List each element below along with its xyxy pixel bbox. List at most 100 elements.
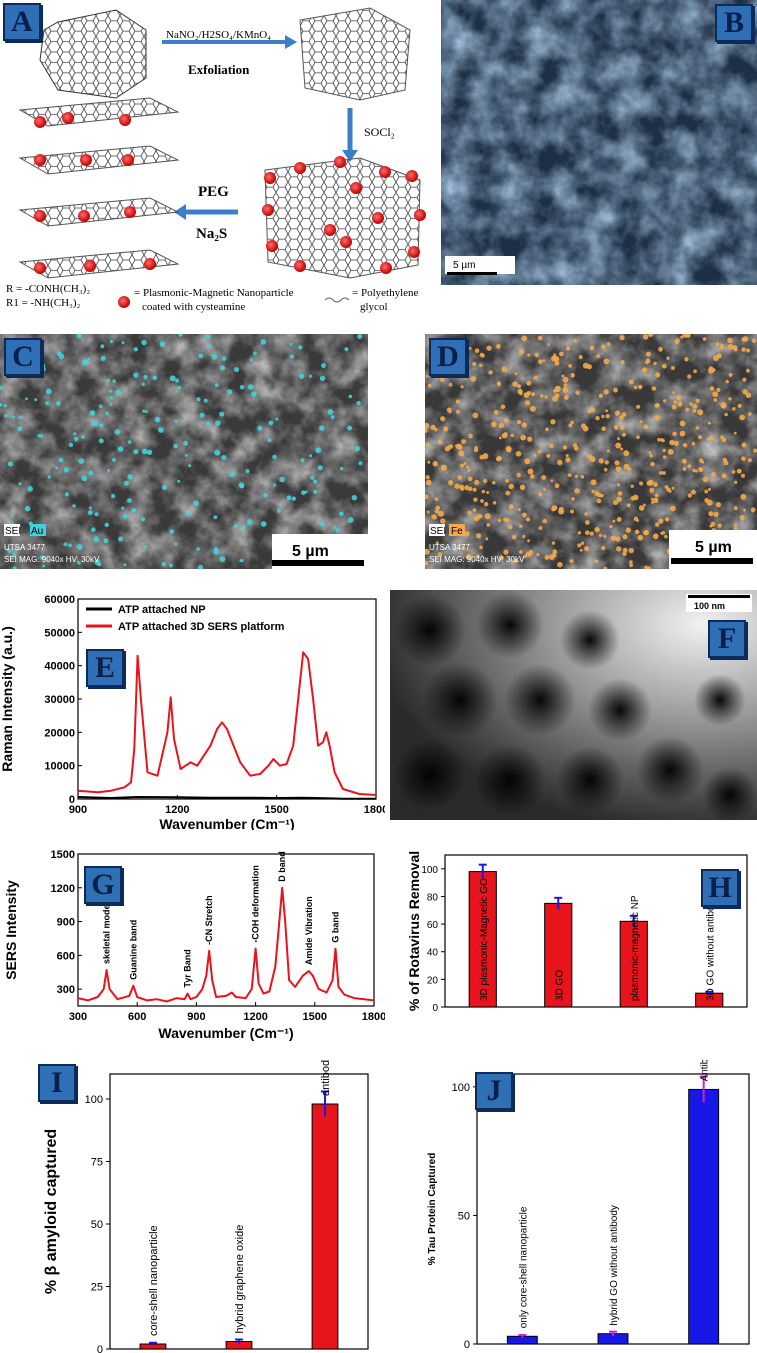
- panel-b-sem: 5 µm B: [441, 0, 757, 285]
- signal-dot: [496, 381, 501, 386]
- signal-dot: [425, 494, 429, 500]
- scalebar-d-text: 5 µm: [695, 539, 732, 556]
- signal-dot: [655, 522, 660, 527]
- signal-dot: [41, 363, 46, 369]
- signal-dot: [598, 533, 603, 538]
- signal-dot: [141, 448, 148, 455]
- signal-dot: [58, 457, 64, 463]
- signal-dot: [174, 419, 178, 423]
- signal-dot: [715, 342, 720, 346]
- signal-dot: [504, 418, 509, 423]
- signal-dot: [131, 508, 137, 514]
- y-tick-label: 100: [421, 865, 438, 876]
- signal-dot: [733, 431, 737, 435]
- signal-dot: [746, 368, 750, 373]
- signal-dot: [72, 504, 76, 508]
- y-tick-label: 50: [458, 1210, 470, 1222]
- signal-dot: [594, 491, 600, 497]
- signal-dot: [308, 374, 312, 378]
- signal-dot: [591, 489, 595, 494]
- panel-label-b: B: [715, 4, 753, 42]
- signal-dot: [568, 364, 572, 368]
- signal-dot: [577, 543, 582, 548]
- signal-dot: [747, 458, 752, 463]
- signal-dot: [589, 531, 594, 536]
- signal-dot: [722, 457, 728, 463]
- signal-dot: [90, 527, 96, 533]
- signal-dot: [234, 367, 240, 373]
- panel-c-eds-au: SEI Au UTSA 3477 SEI MAG: 9040x HV: 30kV…: [0, 334, 368, 569]
- signal-dot: [616, 517, 622, 522]
- y-tick-label: 0: [69, 794, 75, 806]
- signal-dot: [739, 414, 746, 421]
- meta-c-2: SEI MAG: 9040x HV: 30kV: [4, 555, 100, 564]
- tag-fe: Fe: [451, 526, 463, 537]
- signal-dot: [330, 415, 335, 420]
- signal-dot: [676, 395, 681, 401]
- signal-dot: [709, 386, 715, 391]
- signal-dot: [708, 511, 714, 517]
- signal-dot: [641, 367, 648, 373]
- panel-label-g: G: [84, 866, 122, 904]
- signal-dot: [603, 566, 608, 569]
- signal-dot: [742, 377, 747, 382]
- signal-dot: [221, 455, 227, 460]
- category-label-1: 3D GO: [554, 970, 565, 1001]
- peak-annotation-3: -CN Stretch: [204, 895, 214, 945]
- signal-dot: [538, 492, 543, 497]
- signal-dot: [617, 483, 621, 487]
- signal-dot: [633, 385, 638, 390]
- signal-dot: [4, 413, 8, 418]
- signal-dot: [344, 347, 349, 352]
- signal-dot: [76, 544, 83, 550]
- signal-dot: [39, 555, 45, 560]
- x-tick-label: 900: [187, 1011, 205, 1023]
- signal-dot: [728, 372, 733, 377]
- signal-dot: [720, 343, 724, 347]
- signal-dot: [575, 390, 580, 395]
- signal-dot: [751, 507, 756, 512]
- signal-dot: [205, 334, 211, 340]
- signal-dot: [211, 353, 218, 360]
- signal-dot: [7, 548, 12, 553]
- signal-dot: [480, 499, 484, 503]
- signal-dot: [76, 334, 82, 339]
- signal-dot: [512, 381, 518, 387]
- signal-dot: [327, 409, 334, 415]
- signal-dot: [199, 412, 205, 418]
- signal-dot: [446, 407, 452, 413]
- signal-dot: [751, 338, 757, 343]
- signal-dot: [605, 414, 610, 419]
- signal-dot: [466, 465, 470, 469]
- signal-dot: [496, 456, 501, 462]
- y-axis-label: % of Rotavirus Removal: [406, 851, 422, 1011]
- signal-dot: [721, 437, 727, 443]
- signal-dot: [510, 433, 514, 438]
- signal-dot: [601, 414, 605, 419]
- signal-dot: [537, 335, 543, 341]
- signal-dot: [479, 545, 483, 550]
- peak-annotation-7: G band: [331, 912, 341, 943]
- signal-dot: [477, 513, 483, 519]
- signal-dot: [465, 553, 472, 560]
- signal-dot: [356, 400, 361, 406]
- raman-chart-svg: 900 1200 1500 1800 0 10000 20000 30000 40000 5000…: [0, 594, 385, 830]
- signal-dot: [594, 559, 599, 564]
- category-label-2: antibody attached hybrid GO: [320, 1060, 332, 1096]
- signal-dot: [468, 433, 473, 439]
- signal-dot: [493, 409, 499, 415]
- signal-dot: [692, 403, 698, 409]
- signal-dot: [661, 363, 667, 369]
- signal-dot: [475, 554, 480, 559]
- signal-dot: [351, 495, 357, 501]
- signal-dot: [467, 468, 471, 472]
- signal-dot: [111, 494, 116, 499]
- signal-dot: [435, 505, 441, 511]
- signal-dot: [239, 384, 245, 390]
- signal-dot: [673, 440, 679, 446]
- x-tick-label: 900: [69, 804, 87, 816]
- signal-dot: [197, 564, 204, 569]
- signal-dot: [563, 383, 568, 388]
- signal-dot: [643, 529, 649, 536]
- signal-dot: [485, 537, 489, 541]
